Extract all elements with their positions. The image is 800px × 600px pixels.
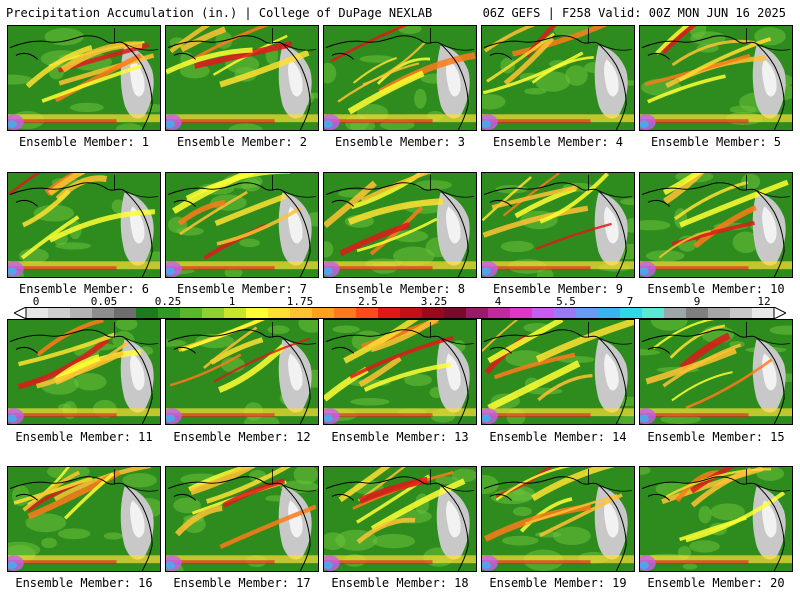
colorbar-swatch bbox=[356, 307, 379, 319]
ensemble-member-map bbox=[323, 466, 477, 572]
colorbar-tick-label: 0.05 bbox=[90, 295, 118, 308]
colorbar-tick-label: 7 bbox=[626, 295, 634, 308]
colorbar-right-arrow bbox=[773, 307, 786, 319]
colorbar-tick-label: 0 bbox=[32, 295, 40, 308]
ensemble-member-map bbox=[481, 466, 635, 572]
colorbar-swatch bbox=[48, 307, 71, 319]
colorbar-swatch bbox=[554, 307, 577, 319]
colorbar-swatch bbox=[708, 307, 731, 319]
colorbar-tick-label: 5.5 bbox=[556, 295, 576, 308]
ensemble-member-map bbox=[323, 319, 477, 425]
ensemble-member-map bbox=[481, 319, 635, 425]
member-caption: Ensemble Member: 18 bbox=[331, 576, 469, 590]
colorbar-swatch bbox=[136, 307, 159, 319]
ensemble-member-map bbox=[7, 25, 161, 131]
colorbar-swatch bbox=[180, 307, 203, 319]
colorbar-swatch bbox=[752, 307, 775, 319]
precip-colorbar bbox=[14, 307, 786, 319]
member-caption: Ensemble Member: 1 bbox=[18, 135, 150, 149]
member-caption: Ensemble Member: 4 bbox=[492, 135, 624, 149]
colorbar-swatch bbox=[290, 307, 313, 319]
colorbar-swatch bbox=[70, 307, 93, 319]
colorbar-swatch bbox=[92, 307, 115, 319]
colorbar-left-arrow bbox=[14, 307, 27, 319]
colorbar-tick-label: 1.75 bbox=[286, 295, 314, 308]
colorbar-swatch bbox=[400, 307, 423, 319]
colorbar-swatch bbox=[730, 307, 753, 319]
colorbar-swatch bbox=[268, 307, 291, 319]
member-caption: Ensemble Member: 11 bbox=[15, 430, 153, 444]
colorbar-swatch bbox=[312, 307, 335, 319]
member-caption: Ensemble Member: 7 bbox=[176, 282, 308, 296]
member-caption: Ensemble Member: 13 bbox=[331, 430, 469, 444]
ensemble-member-map bbox=[7, 172, 161, 278]
member-caption: Ensemble Member: 2 bbox=[176, 135, 308, 149]
member-caption: Ensemble Member: 9 bbox=[492, 282, 624, 296]
colorbar-swatch bbox=[686, 307, 709, 319]
ensemble-member-map bbox=[323, 172, 477, 278]
colorbar-swatch bbox=[224, 307, 247, 319]
colorbar-swatch bbox=[532, 307, 555, 319]
colorbar-tick-label: 1 bbox=[228, 295, 236, 308]
colorbar-tick-label: 9 bbox=[693, 295, 701, 308]
ensemble-member-map bbox=[639, 172, 793, 278]
colorbar-swatch bbox=[620, 307, 643, 319]
ensemble-member-map bbox=[639, 319, 793, 425]
member-caption: Ensemble Member: 20 bbox=[647, 576, 785, 590]
colorbar-swatch bbox=[334, 307, 357, 319]
colorbar-swatch bbox=[664, 307, 687, 319]
ensemble-member-map bbox=[165, 466, 319, 572]
member-caption: Ensemble Member: 5 bbox=[650, 135, 782, 149]
colorbar-swatch bbox=[510, 307, 533, 319]
ensemble-member-map bbox=[481, 172, 635, 278]
colorbar-swatch bbox=[422, 307, 445, 319]
member-caption: Ensemble Member: 19 bbox=[489, 576, 627, 590]
colorbar-tick-label: 3.25 bbox=[420, 295, 448, 308]
colorbar-swatch bbox=[26, 307, 49, 319]
member-caption: Ensemble Member: 17 bbox=[173, 576, 311, 590]
colorbar-swatch bbox=[158, 307, 181, 319]
colorbar-swatch bbox=[246, 307, 269, 319]
ensemble-member-map bbox=[7, 319, 161, 425]
colorbar-swatch bbox=[488, 307, 511, 319]
member-caption: Ensemble Member: 8 bbox=[334, 282, 466, 296]
product-title: Precipitation Accumulation (in.) | Colle… bbox=[6, 6, 433, 20]
ensemble-member-map bbox=[639, 466, 793, 572]
ensemble-member-map bbox=[481, 25, 635, 131]
colorbar-tick-label: 12 bbox=[757, 295, 771, 308]
run-valid-info: 06Z GEFS | F258 Valid: 00Z MON JUN 16 20… bbox=[482, 6, 786, 20]
member-caption: Ensemble Member: 15 bbox=[647, 430, 785, 444]
colorbar-swatch bbox=[598, 307, 621, 319]
colorbar-swatch bbox=[642, 307, 665, 319]
colorbar-swatch bbox=[202, 307, 225, 319]
member-caption: Ensemble Member: 12 bbox=[173, 430, 311, 444]
member-caption: Ensemble Member: 10 bbox=[647, 282, 785, 296]
colorbar-tick-label: 2.5 bbox=[358, 295, 378, 308]
member-caption: Ensemble Member: 3 bbox=[334, 135, 466, 149]
member-caption: Ensemble Member: 16 bbox=[15, 576, 153, 590]
colorbar-swatch bbox=[114, 307, 137, 319]
ensemble-member-map bbox=[165, 172, 319, 278]
colorbar-swatch bbox=[466, 307, 489, 319]
ensemble-member-map bbox=[165, 319, 319, 425]
colorbar-tick-label: 4 bbox=[494, 295, 502, 308]
colorbar-swatch bbox=[378, 307, 401, 319]
ensemble-member-map bbox=[639, 25, 793, 131]
ensemble-member-map bbox=[323, 25, 477, 131]
ensemble-member-map bbox=[165, 25, 319, 131]
colorbar-swatch bbox=[444, 307, 467, 319]
member-caption: Ensemble Member: 14 bbox=[489, 430, 627, 444]
member-caption: Ensemble Member: 6 bbox=[18, 282, 150, 296]
ensemble-member-map bbox=[7, 466, 161, 572]
colorbar-swatch bbox=[576, 307, 599, 319]
colorbar-tick-label: 0.25 bbox=[154, 295, 182, 308]
